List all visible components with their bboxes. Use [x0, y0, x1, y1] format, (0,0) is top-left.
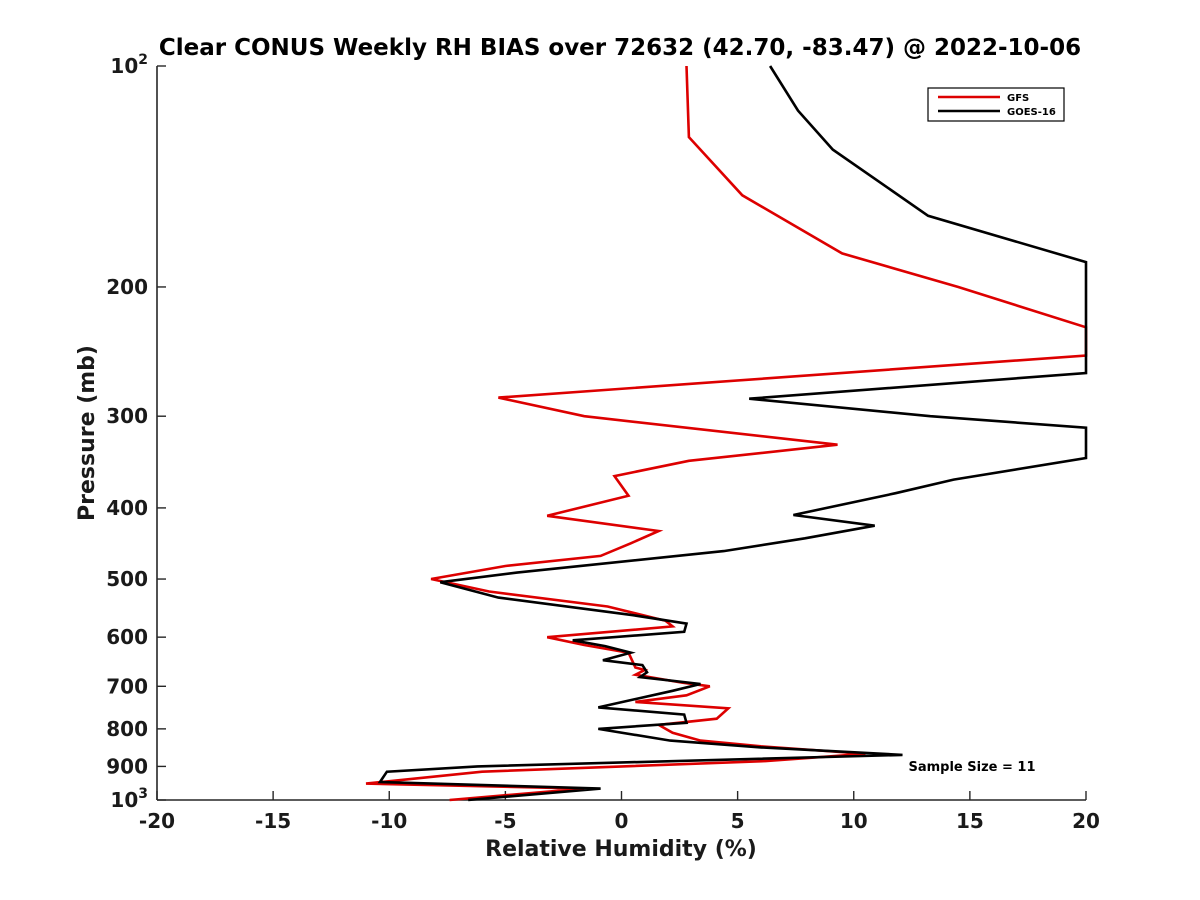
y-tick-base: 10	[110, 54, 138, 78]
y-tick-base: 900	[106, 754, 148, 778]
legend: GFS GOES-16	[927, 87, 1065, 122]
x-tick-label: -5	[494, 809, 516, 833]
series-layer	[365, 65, 1088, 802]
y-tick-base: 800	[106, 717, 148, 741]
y-tick-label: 900	[106, 754, 148, 778]
sample-size-annotation: Sample Size = 11	[908, 760, 1035, 775]
legend-label-gfs: GFS	[1007, 93, 1029, 104]
series-line-gfs	[365, 65, 1088, 802]
x-tick-label: -15	[255, 809, 291, 833]
y-tick-base: 200	[106, 275, 148, 299]
y-tick-label: 400	[106, 496, 148, 520]
y-tick-label: 102	[110, 52, 148, 78]
legend-label-goes16: GOES-16	[1007, 107, 1056, 118]
y-tick-label: 700	[106, 674, 148, 698]
y-tick-base: 500	[106, 567, 148, 591]
chart-title: Clear CONUS Weekly RH BIAS over 72632 (4…	[159, 35, 1081, 61]
y-tick-base: 700	[106, 674, 148, 698]
x-tick-label: 10	[840, 809, 868, 833]
x-axis-ticks: -20 -15 -10 -5 0 5 10 15 20	[139, 791, 1100, 833]
y-tick-label: 600	[106, 625, 148, 649]
y-tick-label: 800	[106, 717, 148, 741]
y-tick-base: 300	[106, 404, 148, 428]
y-tick-label: 500	[106, 567, 148, 591]
y-tick-label: 300	[106, 404, 148, 428]
x-tick-label: 20	[1072, 809, 1100, 833]
x-tick-label: -10	[371, 809, 407, 833]
x-tick-label: 5	[731, 809, 745, 833]
y-tick-label: 200	[106, 275, 148, 299]
y-tick-base: 400	[106, 496, 148, 520]
x-tick-label: 15	[956, 809, 984, 833]
x-tick-label: 0	[615, 809, 629, 833]
y-tick-exponent: 2	[138, 52, 148, 68]
y-axis-label: Pressure (mb)	[75, 345, 100, 521]
x-axis-label: Relative Humidity (%)	[485, 837, 757, 862]
series-line-goes16	[377, 65, 1088, 802]
y-tick-label: 103	[110, 786, 148, 812]
legend-box	[927, 87, 1065, 122]
y-tick-base: 10	[110, 788, 138, 812]
y-tick-exponent: 3	[138, 786, 148, 802]
x-tick-label: -20	[139, 809, 175, 833]
y-tick-base: 600	[106, 625, 148, 649]
